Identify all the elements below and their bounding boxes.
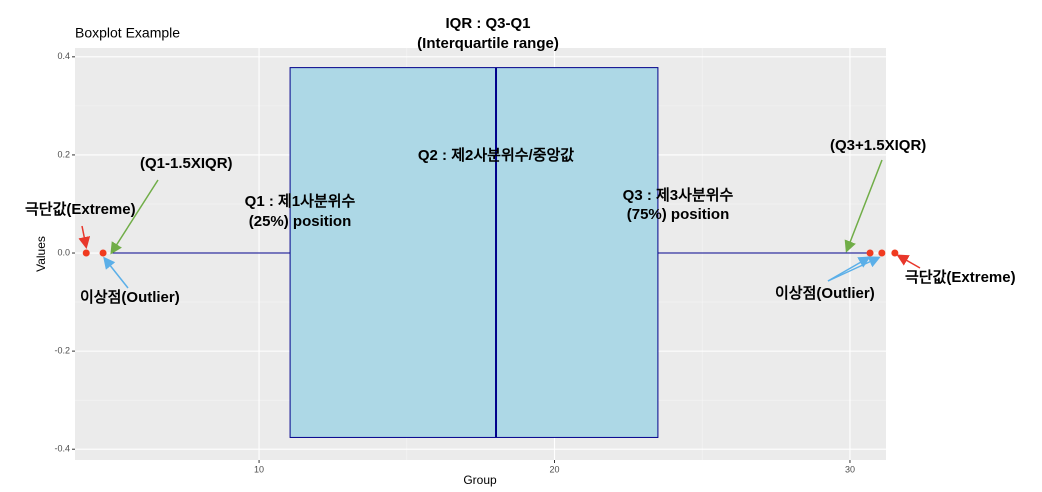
outlier [99, 249, 107, 257]
annotation: 극단값(Extreme) [905, 268, 1016, 286]
annotation: Q2 : 제2사분위수/중앙값 [418, 146, 574, 164]
annotation: (25%) position [249, 213, 352, 230]
marks [82, 67, 899, 438]
y-tick-label: 0.0 [57, 247, 70, 257]
annotation: Q1 : 제1사분위수 [245, 193, 356, 210]
annotations: IQR : Q3-Q1 (Interquartile range) Q2 : 제2사… [25, 15, 1016, 306]
y-tick-label: 0.4 [57, 51, 70, 61]
x-tick-label: 10 [254, 464, 264, 474]
y-tick-label: -0.4 [54, 444, 70, 454]
annotation: 극단값(Extreme) [25, 200, 136, 218]
y-tick-label: 0.2 [57, 149, 70, 159]
annotation: (Q3+1.5XIQR) [830, 137, 926, 154]
annotation: 이상점(Outlier) [775, 284, 875, 302]
outlier [878, 249, 886, 257]
outlier [82, 249, 90, 257]
box [289, 67, 659, 438]
annotation: 이상점(Outlier) [80, 288, 180, 306]
y-tick-label: -0.2 [54, 345, 70, 355]
annotation: Q3 : 제3사분위수 [623, 187, 734, 204]
annotation: (Interquartile range) [417, 35, 559, 52]
annotation: (75%) position [627, 206, 730, 223]
outlier [891, 249, 899, 257]
arrows [78, 159, 921, 289]
outlier [866, 249, 874, 257]
x-tick-label: 30 [845, 464, 855, 474]
x-axis-label: Group [463, 473, 497, 487]
chart-title: Boxplot Example [75, 25, 180, 41]
x-tick-label: 20 [550, 464, 560, 474]
y-axis-label: Values [34, 236, 48, 272]
annotation: IQR : Q3-Q1 [445, 15, 530, 32]
annotation: (Q1-1.5XIQR) [140, 155, 233, 172]
